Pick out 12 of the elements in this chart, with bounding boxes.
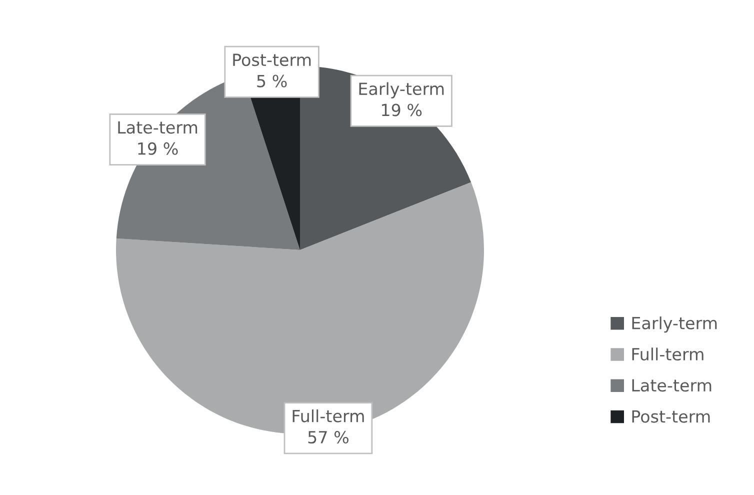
legend-label: Early-term [632, 316, 717, 333]
legend-label: Full-term [632, 348, 704, 361]
slice-label: Full-term [292, 409, 364, 422]
legend-label: Post-term [632, 410, 710, 423]
data-label: 19 % [382, 104, 422, 116]
slice-label: Late-term [118, 121, 198, 134]
slice-label: Early-term [359, 82, 444, 98]
data-label: 57 % [308, 430, 348, 444]
data-label: 5 % [257, 74, 287, 88]
legend-label: Late-term [632, 379, 712, 392]
slice-label: Post-term [233, 54, 311, 66]
data-label: 19 % [138, 142, 178, 155]
